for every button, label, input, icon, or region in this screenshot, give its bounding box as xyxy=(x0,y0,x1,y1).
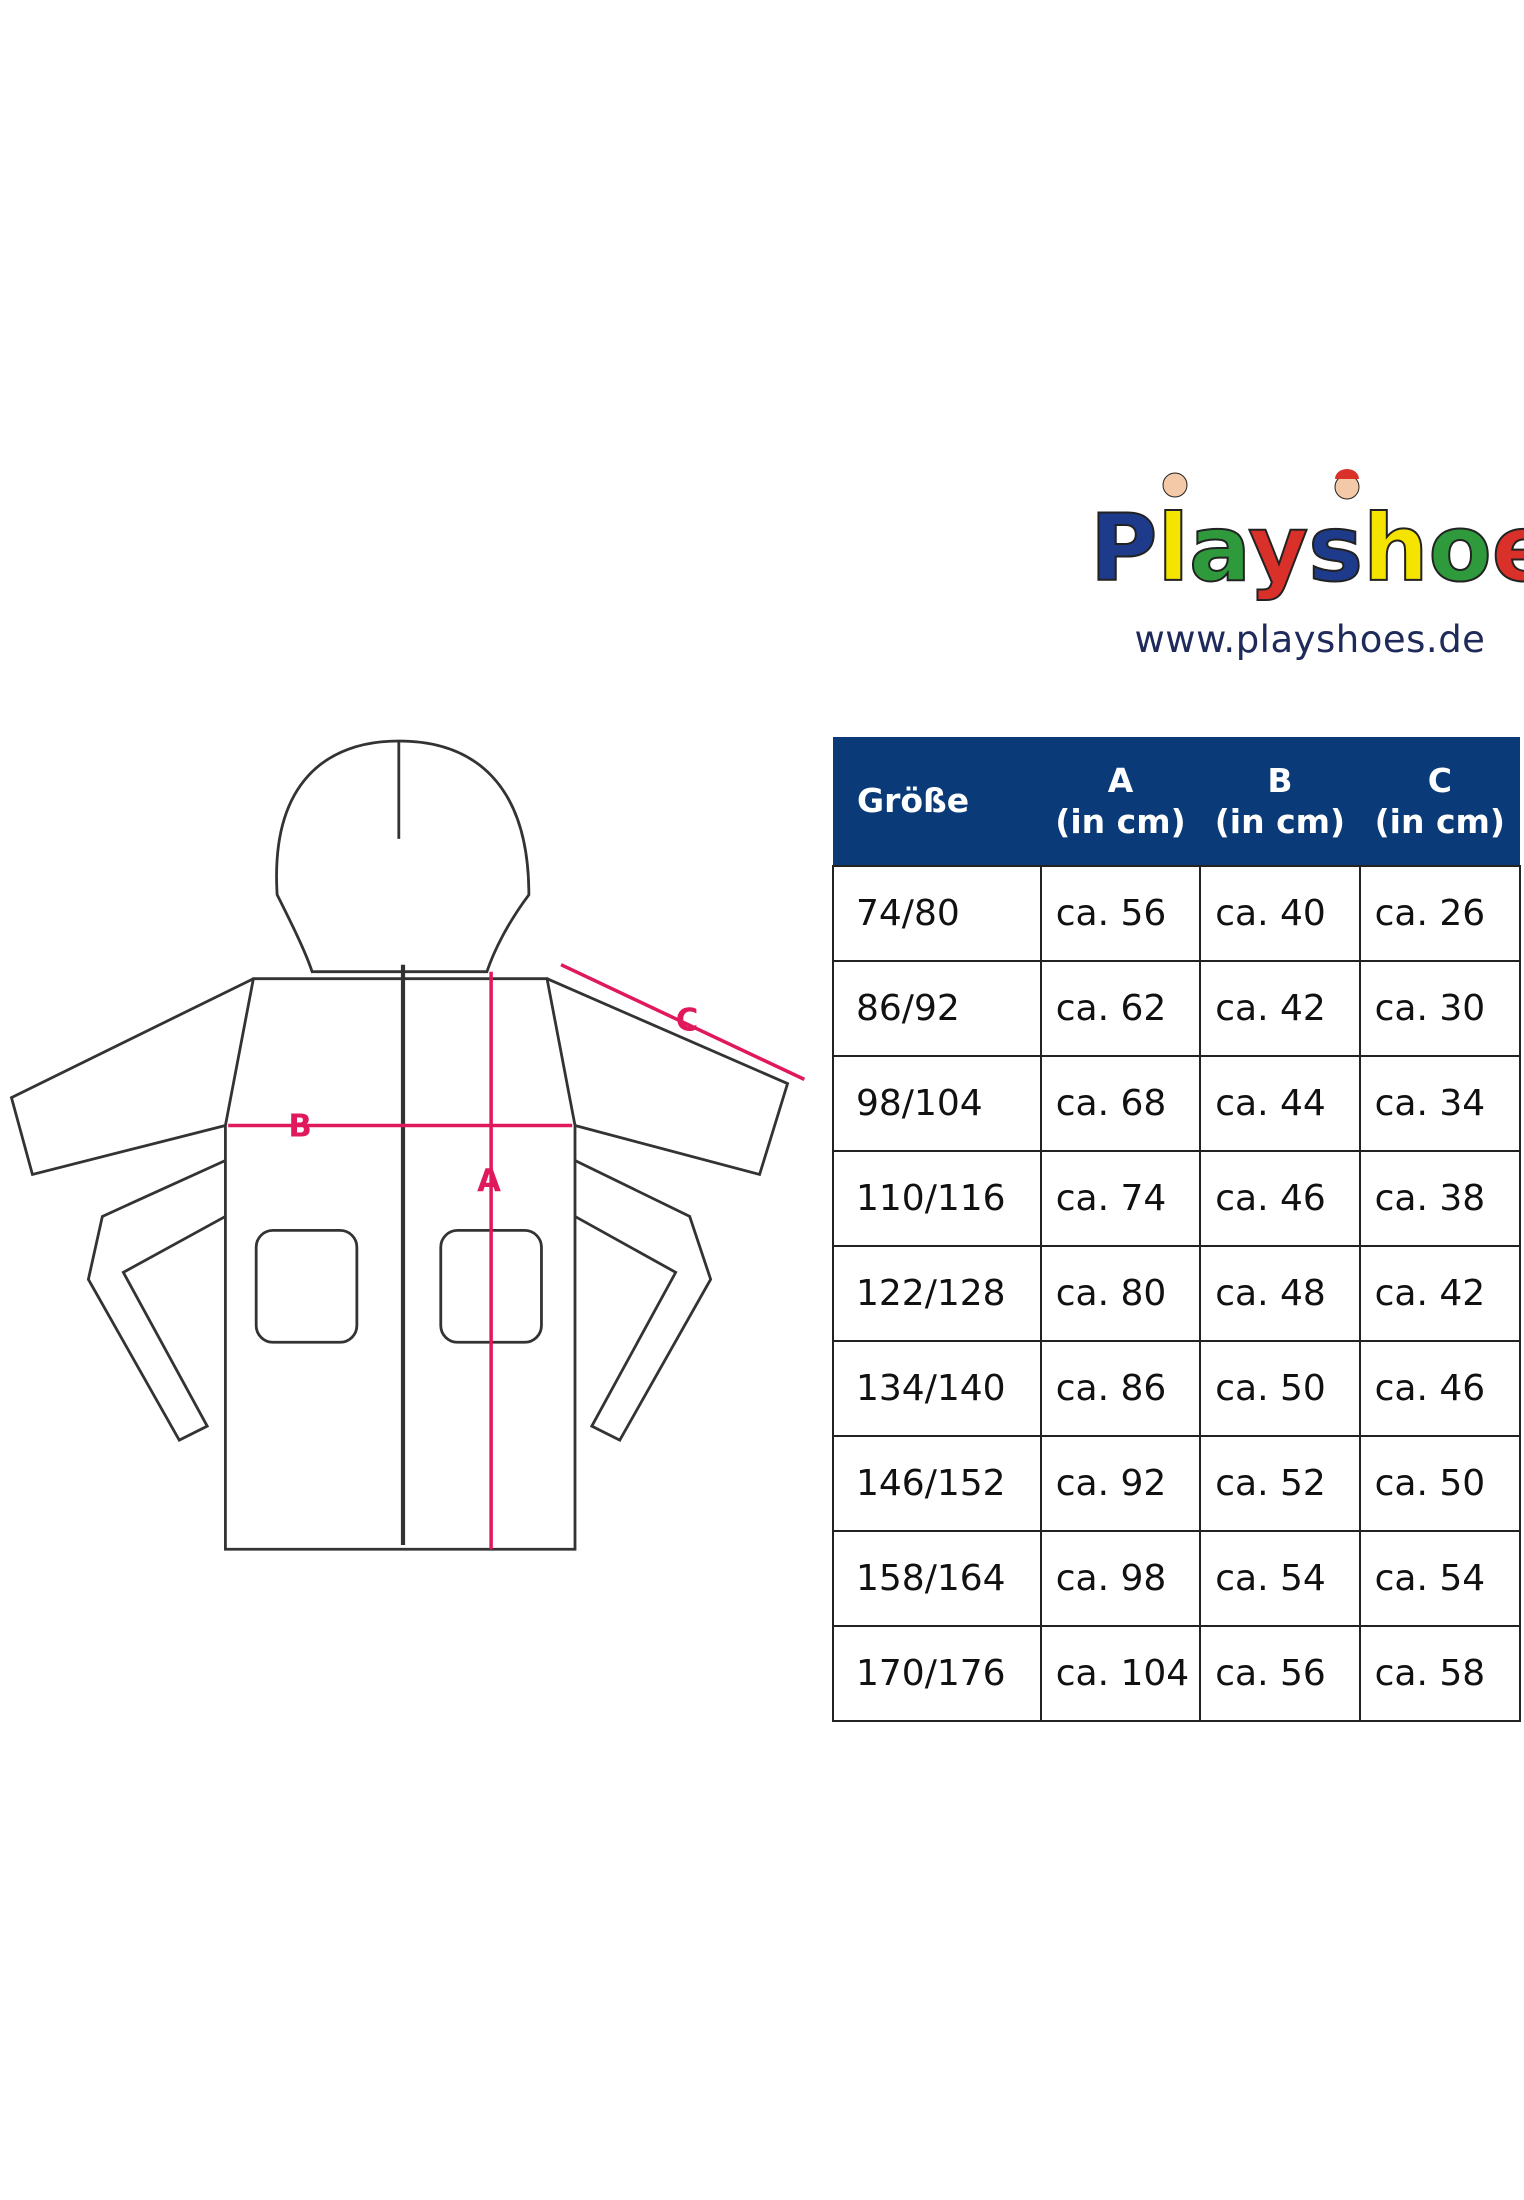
table-cell: ca. 44 xyxy=(1199,1055,1361,1152)
right-sleeve xyxy=(546,977,790,1177)
table-cell: ca. 58 xyxy=(1358,1625,1522,1722)
hood xyxy=(275,739,531,974)
table-row: 158/164 ca. 98 ca. 54 ca. 54 xyxy=(832,1530,1522,1627)
left-pocket xyxy=(254,1229,359,1344)
table-cell: ca. 48 xyxy=(1199,1245,1361,1342)
table-cell: ca. 68 xyxy=(1039,1055,1202,1152)
table-cell: ca. 92 xyxy=(1039,1435,1202,1532)
table-cell: ca. 40 xyxy=(1199,865,1361,962)
table-cell: ca. 26 xyxy=(1358,865,1522,962)
table-cell: ca. 42 xyxy=(1358,1245,1522,1342)
table-cell: 146/152 xyxy=(832,1435,1042,1532)
table-cell: 158/164 xyxy=(832,1530,1042,1627)
table-cell: 134/140 xyxy=(832,1340,1042,1437)
table-cell: ca. 56 xyxy=(1199,1625,1361,1722)
label-a: A xyxy=(477,1163,501,1199)
left-sleeve xyxy=(9,977,254,1177)
header-label: A xyxy=(1107,760,1134,800)
table-row: 98/104 ca. 68 ca. 44 ca. 34 xyxy=(832,1055,1522,1152)
table-cell: ca. 46 xyxy=(1199,1150,1361,1247)
table-cell: ca. 34 xyxy=(1358,1055,1522,1152)
column-header: B (in cm) xyxy=(1200,737,1360,866)
table-cell: 74/80 xyxy=(832,865,1042,962)
column-header: Größe xyxy=(833,737,1041,866)
table-cell: 122/128 xyxy=(832,1245,1042,1342)
table-row: 74/80 ca. 56 ca. 40 ca. 26 xyxy=(832,865,1522,962)
table-cell: 170/176 xyxy=(832,1625,1042,1722)
table-cell: 86/92 xyxy=(832,960,1042,1057)
website-url[interactable]: www.playshoes.de xyxy=(1134,618,1486,661)
table-cell: ca. 54 xyxy=(1358,1530,1522,1627)
table-row: 146/152 ca. 92 ca. 52 ca. 50 xyxy=(832,1435,1522,1532)
table-row: 134/140 ca. 86 ca. 50 ca. 46 xyxy=(832,1340,1522,1437)
table-row: 110/116 ca. 74 ca. 46 ca. 38 xyxy=(832,1150,1522,1247)
table-cell: ca. 74 xyxy=(1039,1150,1202,1247)
table-cell: ca. 30 xyxy=(1358,960,1522,1057)
table-cell: ca. 50 xyxy=(1358,1435,1522,1532)
table-cell: ca. 42 xyxy=(1199,960,1361,1057)
table-cell: ca. 56 xyxy=(1039,865,1202,962)
header-label: C xyxy=(1427,760,1452,800)
table-row: 122/128 ca. 80 ca. 48 ca. 42 xyxy=(832,1245,1522,1342)
svg-text:Playshoes: Playshoes xyxy=(1090,495,1524,602)
table-row: 170/176 ca. 104 ca. 56 ca. 58 xyxy=(832,1625,1522,1722)
table-cell: ca. 80 xyxy=(1039,1245,1202,1342)
header-label: B xyxy=(1267,760,1293,800)
table-cell: 98/104 xyxy=(832,1055,1042,1152)
jacket-diagram: A B C xyxy=(9,739,806,1551)
column-header: A (in cm) xyxy=(1040,737,1201,866)
label-b: B xyxy=(288,1109,311,1145)
size-table: Größe A (in cm) B (in cm) C (in cm) 74/80 ca. 5… xyxy=(832,737,1522,1722)
table-cell: ca. 50 xyxy=(1199,1340,1361,1437)
header-label: Größe xyxy=(857,781,970,821)
table-cell: ca. 86 xyxy=(1039,1340,1202,1437)
table-header-row: Größe A (in cm) B (in cm) C (in cm) xyxy=(833,737,1520,866)
left-belt xyxy=(86,1159,227,1443)
header-unit: (in cm) xyxy=(1374,802,1505,841)
table-cell: ca. 54 xyxy=(1199,1530,1361,1627)
table-cell: ca. 62 xyxy=(1039,960,1202,1057)
label-c: C xyxy=(676,1002,699,1038)
table-cell: ca. 52 xyxy=(1199,1435,1361,1532)
header-unit: (in cm) xyxy=(1055,802,1186,841)
body xyxy=(224,977,577,1551)
column-header: C (in cm) xyxy=(1359,737,1520,866)
header-unit: (in cm) xyxy=(1214,802,1346,841)
playshoes-logo: Playshoes xyxy=(1089,469,1524,603)
table-cell: 110/116 xyxy=(832,1150,1042,1247)
arrow-c xyxy=(560,963,806,1081)
table-cell: ca. 46 xyxy=(1358,1340,1522,1437)
table-cell: ca. 104 xyxy=(1039,1625,1202,1722)
table-row: 86/92 ca. 62 ca. 42 ca. 30 xyxy=(832,960,1522,1057)
table-cell: ca. 98 xyxy=(1039,1530,1202,1627)
table-cell: ca. 38 xyxy=(1358,1150,1522,1247)
right-belt xyxy=(574,1159,713,1443)
